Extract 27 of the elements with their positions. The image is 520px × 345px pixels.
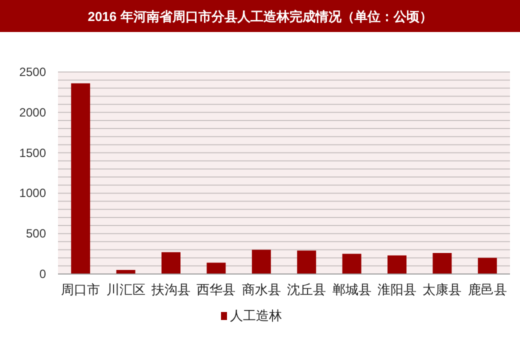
y-tick-label: 1500 bbox=[19, 146, 46, 160]
chart-title: 2016 年河南省周口市分县人工造林完成情况（单位：公顷） bbox=[88, 9, 432, 24]
x-tick-label: 西华县 bbox=[196, 282, 236, 297]
x-tick-label: 太康县 bbox=[422, 282, 462, 297]
x-tick-label: 淮阳县 bbox=[378, 282, 416, 297]
bar bbox=[432, 252, 452, 274]
bar bbox=[342, 254, 362, 274]
y-tick-label: 500 bbox=[26, 226, 46, 241]
x-tick-label: 郸城县 bbox=[332, 282, 372, 297]
bar bbox=[71, 83, 90, 274]
x-tick-label: 沈丘县 bbox=[287, 282, 326, 297]
x-tick-label: 川汇区 bbox=[106, 282, 146, 297]
y-tick-label: 2000 bbox=[19, 105, 46, 120]
bar bbox=[388, 255, 406, 274]
x-tick-label: 周口市 bbox=[61, 282, 100, 297]
bar bbox=[206, 262, 226, 274]
x-tick-label: 扶沟县 bbox=[150, 282, 190, 297]
y-tick-label: 1000 bbox=[19, 186, 46, 200]
bar bbox=[252, 250, 271, 274]
x-tick-label: 商水县 bbox=[242, 282, 281, 297]
bar bbox=[297, 250, 316, 274]
bar bbox=[478, 258, 497, 274]
legend-label: 人工造林 bbox=[230, 308, 282, 323]
y-tick-label: 0 bbox=[39, 267, 46, 281]
y-tick-label: 2500 bbox=[19, 65, 46, 79]
bar bbox=[162, 252, 180, 274]
x-tick-label: 鹿邑县 bbox=[468, 282, 507, 297]
